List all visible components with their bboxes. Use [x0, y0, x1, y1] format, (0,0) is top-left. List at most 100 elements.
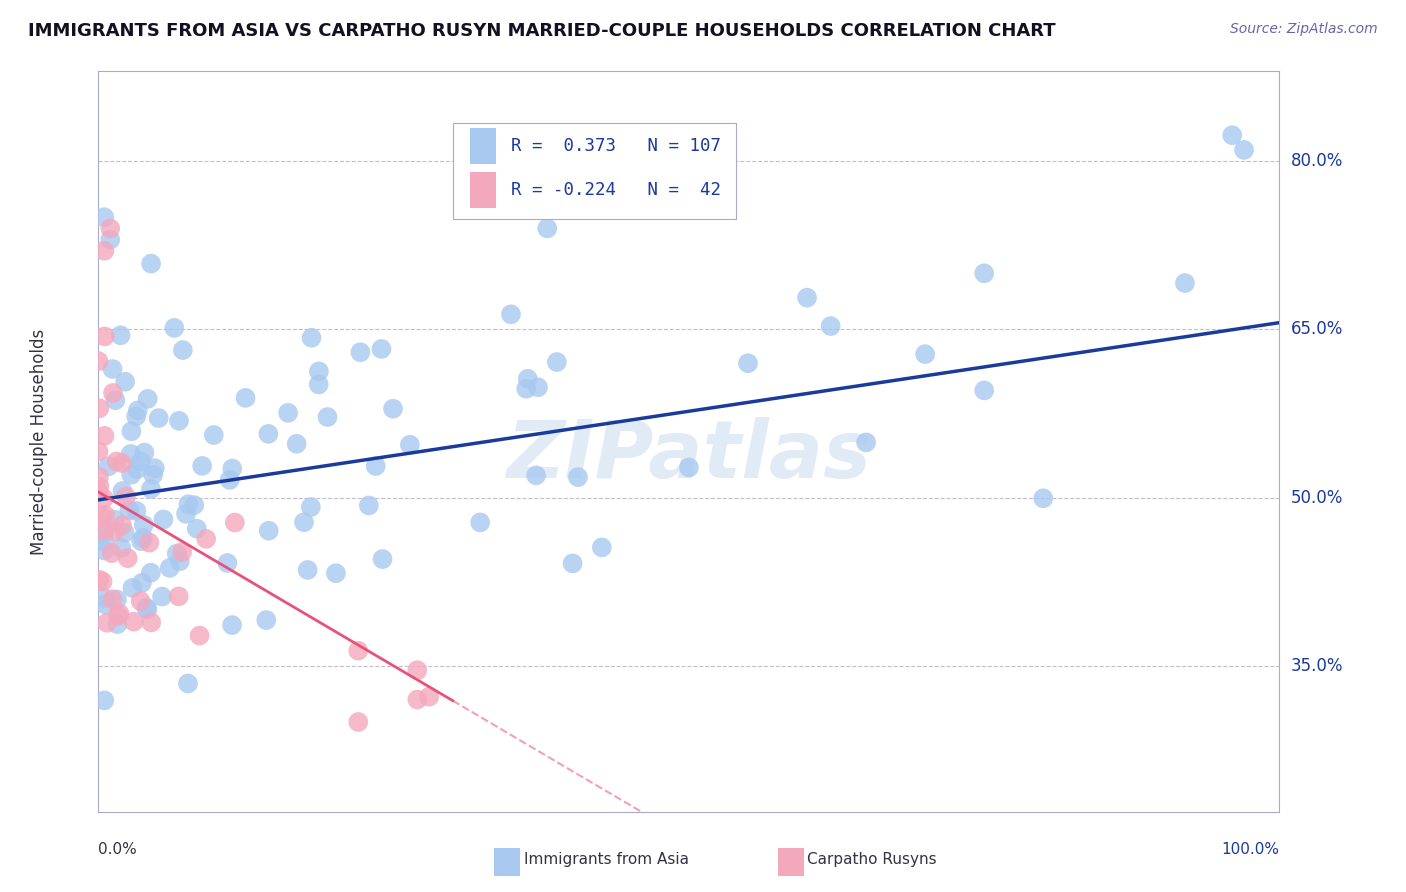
Point	[89, 573, 111, 587]
Point	[820, 319, 842, 334]
Point	[139, 566, 162, 580]
Point	[127, 462, 149, 476]
Text: IMMIGRANTS FROM ASIA VS CARPATHO RUSYN MARRIED-COUPLE HOUSEHOLDS CORRELATION CHA: IMMIGRANTS FROM ASIA VS CARPATHO RUSYN M…	[28, 22, 1056, 40]
Point	[516, 372, 538, 386]
Text: R =  0.373   N = 107: R = 0.373 N = 107	[510, 136, 721, 155]
Point	[515, 382, 537, 396]
Point	[973, 384, 995, 398]
Point	[129, 594, 152, 608]
Point	[114, 375, 136, 389]
Point	[110, 328, 132, 343]
Text: Source: ZipAtlas.com: Source: ZipAtlas.com	[1230, 22, 1378, 37]
Point	[138, 535, 160, 549]
Bar	[778, 848, 803, 876]
Point	[125, 504, 148, 518]
Point	[524, 468, 547, 483]
Point	[101, 386, 124, 401]
Point	[217, 556, 239, 570]
Point	[93, 543, 115, 558]
Point	[325, 566, 347, 581]
Point	[186, 522, 208, 536]
Point	[120, 424, 142, 438]
Point	[114, 525, 136, 540]
Point	[370, 342, 392, 356]
Point	[254, 613, 277, 627]
Point	[257, 426, 280, 441]
Point	[94, 508, 117, 522]
Point	[1233, 143, 1256, 157]
Point	[221, 461, 243, 475]
Point	[90, 509, 112, 524]
Point	[143, 461, 166, 475]
Point	[97, 459, 120, 474]
Point	[172, 343, 194, 357]
Point	[169, 554, 191, 568]
Point	[94, 597, 117, 611]
Text: Immigrants from Asia: Immigrants from Asia	[523, 853, 689, 867]
Point	[132, 531, 155, 545]
Point	[105, 454, 128, 468]
Point	[218, 473, 240, 487]
Point	[364, 458, 387, 473]
Point	[167, 590, 190, 604]
Point	[292, 515, 315, 529]
Point	[277, 406, 299, 420]
Point	[406, 692, 429, 706]
Point	[357, 499, 380, 513]
Point	[101, 362, 124, 376]
Text: 65.0%: 65.0%	[1291, 320, 1343, 338]
Point	[561, 557, 583, 571]
Point	[195, 532, 218, 546]
Point	[382, 401, 405, 416]
Point	[418, 690, 440, 704]
FancyBboxPatch shape	[453, 123, 737, 219]
Point	[115, 490, 138, 504]
Point	[285, 437, 308, 451]
Point	[202, 428, 225, 442]
Point	[371, 552, 394, 566]
Point	[297, 563, 319, 577]
Point	[89, 401, 111, 416]
Point	[855, 435, 877, 450]
Point	[117, 551, 139, 566]
Point	[678, 460, 700, 475]
Point	[121, 581, 143, 595]
Point	[111, 456, 134, 470]
Point	[93, 429, 115, 443]
Point	[129, 454, 152, 468]
Point	[93, 491, 115, 506]
Point	[127, 403, 149, 417]
Point	[316, 410, 339, 425]
Text: ZIPatlas: ZIPatlas	[506, 417, 872, 495]
Point	[104, 513, 127, 527]
Text: 100.0%: 100.0%	[1222, 842, 1279, 857]
Point	[163, 321, 186, 335]
Point	[527, 380, 550, 394]
Point	[91, 574, 114, 589]
Point	[134, 445, 156, 459]
Point	[111, 518, 134, 533]
Bar	[471, 128, 496, 163]
Point	[235, 391, 257, 405]
Point	[87, 485, 110, 500]
Point	[347, 643, 370, 657]
Point	[301, 331, 323, 345]
Point	[257, 524, 280, 538]
Point	[107, 617, 129, 632]
Text: 0.0%: 0.0%	[98, 842, 138, 857]
Point	[96, 615, 118, 630]
Point	[111, 483, 134, 498]
Point	[796, 291, 818, 305]
Point	[93, 525, 115, 540]
Point	[107, 608, 129, 623]
Point	[1174, 276, 1197, 290]
Point	[973, 266, 995, 280]
Text: Carpatho Rusyns: Carpatho Rusyns	[807, 853, 936, 867]
Point	[93, 210, 115, 224]
Point	[591, 541, 613, 555]
Point	[172, 545, 194, 559]
Point	[349, 345, 371, 359]
Bar	[494, 848, 520, 876]
Point	[120, 467, 142, 482]
Point	[567, 470, 589, 484]
